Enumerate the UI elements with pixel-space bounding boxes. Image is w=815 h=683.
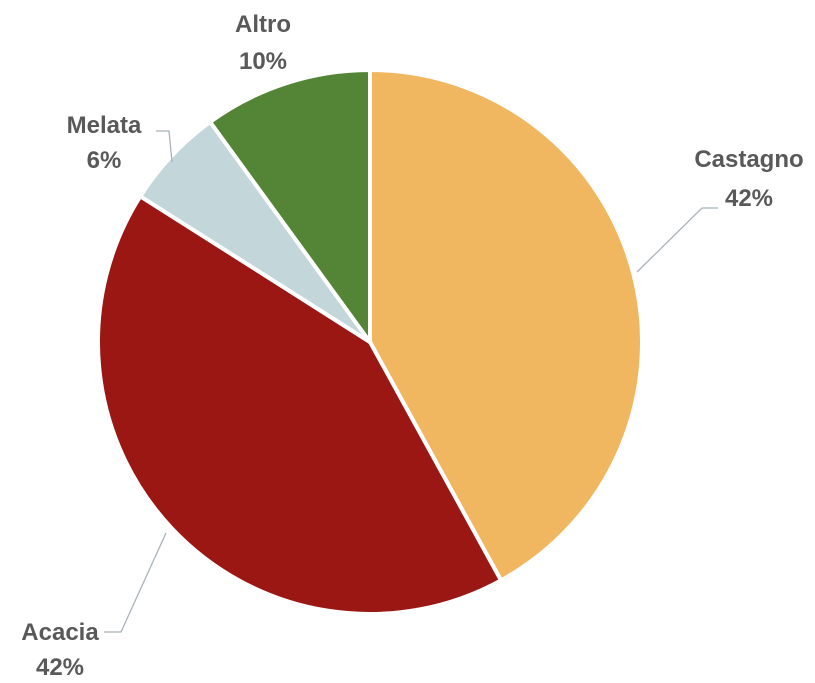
data-labels: Castagno 42% Acacia 42% Melata 6% Altro …	[21, 11, 803, 681]
pie-slice-acacia	[96, 194, 504, 617]
label-name-melata: Melata	[67, 112, 142, 139]
pie-slices	[96, 68, 644, 617]
label-name-altro: Altro	[235, 11, 291, 38]
pie-slice-altro	[208, 68, 372, 344]
leader-line-castagno	[636, 207, 718, 273]
label-value-altro: 10%	[239, 48, 287, 75]
label-value-castagno: 42%	[725, 185, 773, 212]
leader-line-acacia	[104, 532, 167, 633]
pie-slice-castagno	[368, 68, 644, 583]
label-value-melata: 6%	[87, 147, 122, 174]
leader-lines	[104, 130, 718, 633]
leader-line-melata	[156, 130, 173, 163]
label-value-acacia: 42%	[36, 654, 84, 681]
label-name-acacia: Acacia	[21, 619, 99, 646]
label-name-castagno: Castagno	[694, 146, 803, 173]
